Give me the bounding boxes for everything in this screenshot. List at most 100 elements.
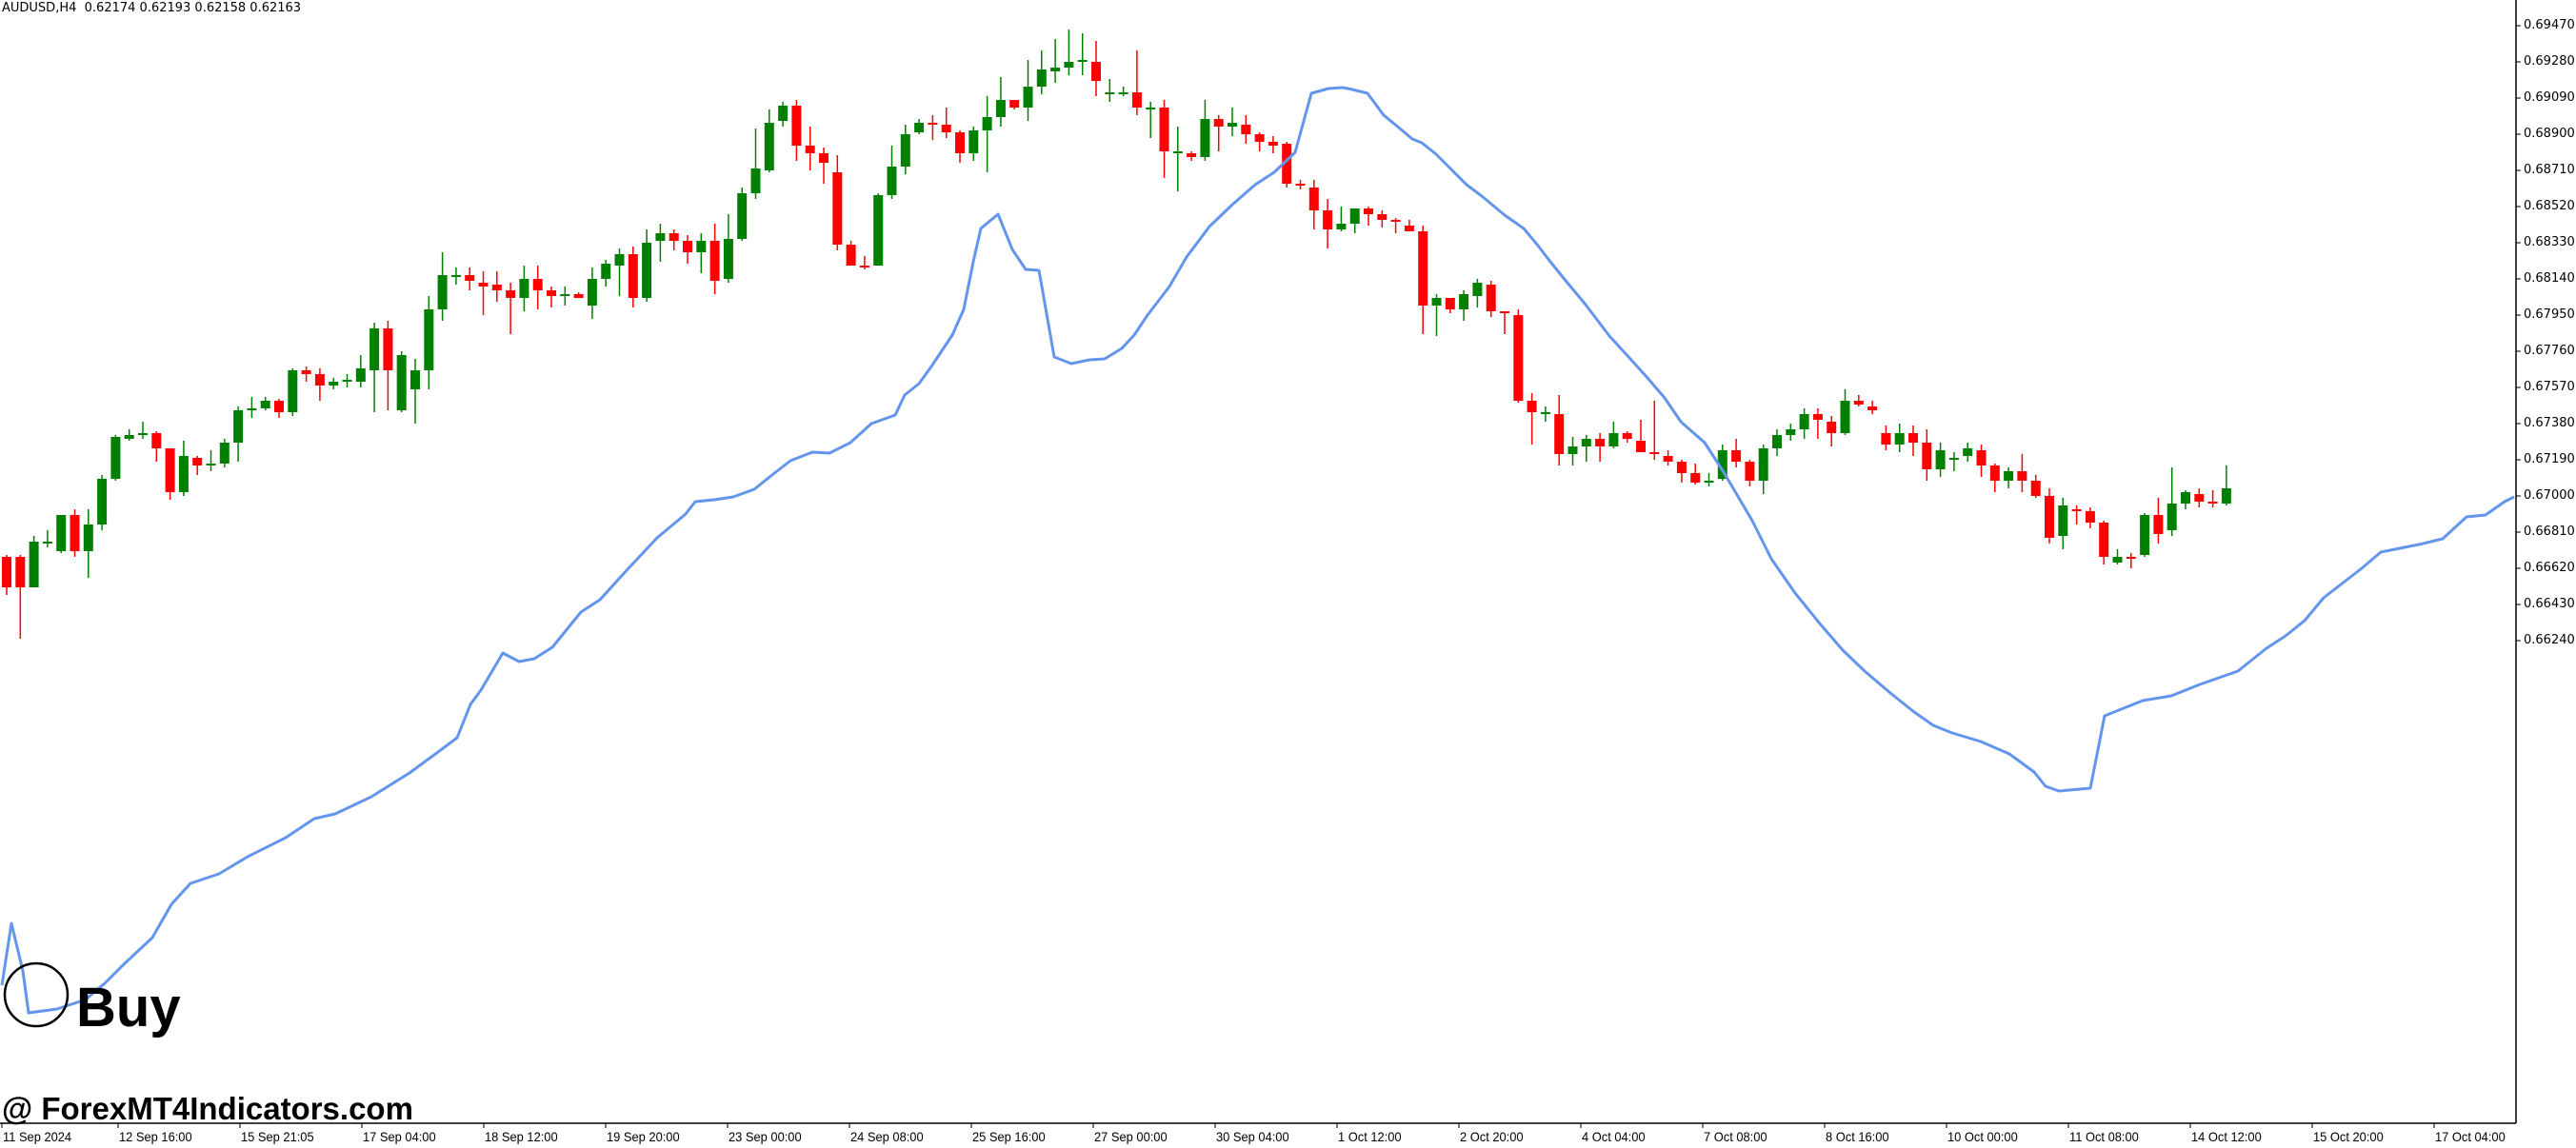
candle — [2099, 521, 2109, 564]
candle — [2181, 490, 2190, 509]
price-axis-label: 0.68520 — [2524, 199, 2575, 213]
candle — [1336, 207, 1347, 231]
candle — [2167, 467, 2177, 536]
candle — [2, 555, 11, 595]
candle — [1459, 290, 1469, 321]
candle — [628, 247, 638, 307]
time-axis-label: 18 Sep 12:00 — [485, 1129, 558, 1144]
candle — [887, 146, 897, 199]
price-axis-label: 0.66240 — [2524, 633, 2575, 647]
price-axis-label: 0.68710 — [2524, 163, 2575, 177]
candle — [1486, 281, 1496, 317]
time-axis-label: 15 Oct 20:00 — [2313, 1129, 2384, 1144]
price-axis-label: 0.67760 — [2524, 344, 2575, 358]
time-axis-label: 17 Oct 04:00 — [2435, 1129, 2506, 1144]
candle — [1241, 115, 1251, 144]
candle — [342, 374, 352, 387]
candle — [1404, 220, 1414, 231]
candle — [955, 130, 965, 163]
buy-signal-label: Buy — [76, 977, 181, 1039]
price-axis-label: 0.68140 — [2524, 271, 2575, 286]
candle — [1431, 294, 1442, 336]
candle — [1758, 445, 1768, 494]
candle — [1513, 309, 1524, 403]
candle — [778, 102, 789, 127]
candle — [124, 429, 134, 441]
candle — [1786, 424, 1796, 441]
candle — [301, 366, 311, 382]
candle — [1908, 426, 1918, 456]
candle — [437, 252, 448, 321]
candle — [587, 267, 597, 319]
candle — [2017, 454, 2027, 492]
candle — [1064, 30, 1074, 75]
price-axis-label: 0.69470 — [2524, 18, 2575, 32]
candle — [2085, 507, 2095, 528]
candle — [314, 368, 325, 401]
candle — [764, 109, 774, 172]
candle — [1308, 180, 1319, 229]
candle — [532, 266, 543, 309]
candle — [1159, 100, 1169, 178]
candle — [369, 323, 380, 412]
candle — [1690, 464, 1701, 485]
candle — [1418, 226, 1428, 334]
candle — [1131, 50, 1142, 115]
candle — [1622, 431, 1632, 443]
candle — [832, 155, 843, 250]
candle — [614, 248, 625, 296]
candle — [900, 125, 910, 174]
candlestick-series — [2, 30, 2231, 639]
candle — [478, 271, 489, 315]
candle — [97, 475, 108, 530]
candle — [1989, 464, 2000, 492]
candle — [1935, 443, 1946, 477]
candle — [1091, 41, 1101, 96]
candle — [1772, 429, 1782, 456]
candle — [288, 368, 298, 416]
candle — [669, 229, 679, 250]
candle — [70, 509, 80, 557]
candle — [151, 431, 162, 462]
candle — [1636, 420, 1646, 452]
price-axis-label: 0.69280 — [2524, 54, 2575, 69]
candle — [2194, 488, 2205, 507]
candle — [274, 399, 284, 418]
candle — [396, 351, 407, 412]
candle — [329, 378, 339, 389]
candle — [1228, 108, 1237, 136]
candle — [506, 283, 516, 334]
price-axis-label: 0.67950 — [2524, 307, 2575, 322]
candle — [1146, 102, 1156, 138]
candle — [233, 406, 244, 462]
candle — [355, 355, 366, 387]
candle — [914, 119, 925, 134]
time-axis-label: 1 Oct 12:00 — [1338, 1129, 1402, 1144]
candle — [1731, 439, 1742, 467]
candle — [2140, 513, 2150, 557]
price-axis-label: 0.69090 — [2524, 90, 2575, 105]
candle — [1676, 460, 1687, 483]
candle — [1976, 445, 1987, 477]
candle — [491, 271, 502, 302]
symbol-ohlc-header: AUDUSD,H4 0.62174 0.62193 0.62158 0.6216… — [2, 1, 302, 15]
candle — [2030, 475, 2041, 498]
candle — [1799, 408, 1809, 439]
candle — [1894, 424, 1905, 452]
candle — [573, 292, 584, 298]
candle — [1364, 207, 1373, 226]
candle — [1282, 142, 1292, 188]
candle — [1390, 218, 1401, 233]
candle — [1323, 199, 1333, 248]
candle — [1963, 443, 1973, 462]
price-axis-label: 0.66810 — [2524, 525, 2575, 539]
time-axis-ticks — [1, 1123, 2435, 1128]
time-axis-label: 12 Sep 16:00 — [119, 1129, 192, 1144]
candle — [2071, 505, 2082, 525]
time-axis-label: 24 Sep 08:00 — [850, 1129, 924, 1144]
candle — [519, 266, 529, 311]
candle — [1554, 395, 1565, 465]
price-axis-label: 0.67190 — [2524, 452, 2575, 466]
time-axis-label: 11 Oct 08:00 — [2069, 1129, 2139, 1144]
